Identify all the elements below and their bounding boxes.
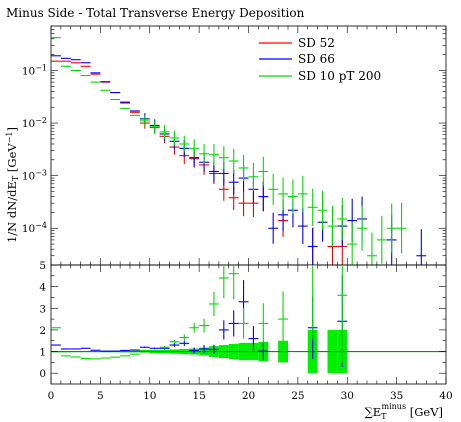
x-tick-label: 35 — [390, 390, 403, 402]
x-axis-label: ∑ETminus [GeV] — [365, 402, 443, 421]
x-tick-label: 5 — [97, 390, 104, 402]
top-frame — [50, 25, 447, 266]
legend-label-sd10pt200: SD 10 pT 200 — [298, 69, 381, 83]
y-tick-label-ratio: 3 — [39, 303, 46, 315]
x-tick-label: 10 — [143, 390, 156, 402]
x-tick-label: 0 — [48, 390, 55, 402]
y-tick-label-top: 10−2 — [22, 116, 47, 130]
y-tick-label-ratio: 4 — [39, 282, 46, 294]
y-tick-label-ratio: 0 — [39, 368, 46, 380]
top-series-group — [51, 37, 427, 265]
x-tick-label: 15 — [192, 390, 205, 402]
y-axis-label: 1/N dN/dET [GeV−1] — [5, 127, 20, 243]
legend-label-sd52: SD 52 — [298, 36, 335, 50]
ratio-frame — [50, 264, 447, 385]
x-tick-label: 20 — [242, 390, 255, 402]
ratio-panel: 0 5 10 15 20 25 30 35 40 0 1 2 3 4 5 — [39, 260, 452, 402]
y-tick-label-ratio: 1 — [39, 347, 46, 359]
x-tick-label: 40 — [439, 390, 452, 402]
legend-label-sd66: SD 66 — [298, 52, 335, 66]
ratio-series-group — [51, 265, 348, 367]
legend: SD 52 SD 66 SD 10 pT 200 — [259, 36, 381, 83]
top-panel: 10−1 10−2 10−3 10−4 — [22, 25, 447, 266]
y-tick-label-top: 10−4 — [22, 221, 47, 235]
y-tick-label-top: 10−1 — [22, 63, 47, 77]
chart-title: Minus Side - Total Transverse Energy Dep… — [6, 6, 305, 20]
y-tick-label-top: 10−3 — [22, 169, 47, 183]
x-tick-label: 25 — [291, 390, 304, 402]
x-tick-label: 30 — [341, 390, 354, 402]
y-tick-label-ratio: 2 — [39, 325, 46, 337]
y-tick-label-ratio: 5 — [39, 260, 46, 272]
